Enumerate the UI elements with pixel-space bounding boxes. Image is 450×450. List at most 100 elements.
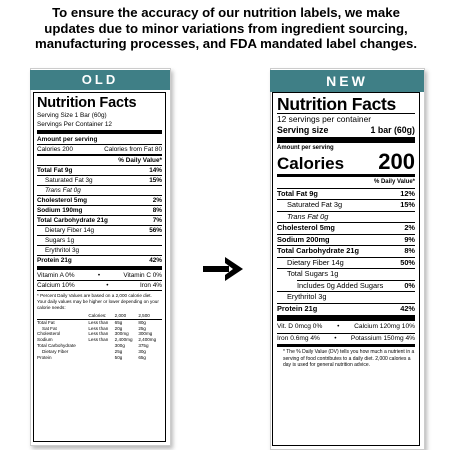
old-table-cell: 25g — [114, 348, 123, 354]
old-row-dv: 56% — [149, 227, 162, 234]
old-table-head: 2,000 — [114, 313, 127, 318]
old-table-cell: 300mg — [138, 331, 153, 337]
new-row-name: Total Sugars 1g — [287, 269, 339, 278]
new-row-dv: 42% — [400, 303, 415, 313]
new-tag: NEW — [270, 70, 424, 92]
new-row-name: Total Fat 9g — [277, 188, 318, 198]
old-row-name: Protein 21g — [37, 257, 72, 264]
old-servings-per: Servings Per Container 12 — [37, 121, 112, 128]
old-table-cell: 25g — [138, 325, 146, 331]
old-row-dv: 2% — [152, 197, 162, 204]
old-amount-per: Amount per serving — [37, 136, 98, 143]
old-row-name: Sodium 190mg — [37, 207, 83, 214]
new-row-name: Protein 21g — [277, 303, 318, 313]
new-row-name: Saturated Fat 3g — [287, 200, 343, 209]
new-potassium: Potassium 150mg 4% — [350, 334, 415, 342]
new-calories-value: 200 — [378, 149, 415, 174]
old-table-cell: 30g — [138, 348, 146, 354]
old-serving-size: Serving Size 1 Bar (60g) — [37, 112, 107, 119]
old-iron: Iron 4% — [139, 282, 162, 289]
bullet: • — [334, 334, 337, 342]
new-amount-per: Amount per serving — [277, 145, 334, 151]
old-calories-fat: Calories from Fat 80 — [104, 146, 162, 153]
new-dv-header: % Daily Value* — [373, 179, 415, 185]
new-calories-label: Calories — [277, 154, 345, 173]
old-row-name: Saturated Fat 3g — [45, 177, 93, 184]
old-table-cell: 300g — [114, 342, 125, 348]
old-table-cell: 65g — [114, 319, 123, 325]
old-vitamin-a: Vitamin A 0% — [37, 272, 75, 279]
old-table-cell: Less than — [88, 325, 109, 331]
old-table-cell: Total Fat — [37, 319, 55, 325]
header-line-3: manufacturing processes, and FDA mandate… — [34, 36, 418, 51]
old-row-name: Cholesterol 5mg — [37, 197, 88, 204]
old-table-cell: Dietary Fiber — [42, 348, 69, 354]
old-footnote: * Percent Daily Values are based on a 2,… — [37, 293, 159, 310]
old-table-cell: 80g — [138, 319, 146, 325]
old-table-cell: 65g — [138, 354, 146, 360]
old-row-name: Dietary Fiber 14g — [45, 227, 95, 234]
new-calcium: Calcium 120mg 10% — [354, 323, 415, 330]
header-line-2: updates due to minor variations from ing… — [44, 20, 408, 36]
old-table-cell: Protein — [37, 354, 52, 360]
bullet: • — [97, 272, 101, 279]
old-title: Nutrition Facts — [37, 95, 137, 111]
arrow-right-icon — [203, 257, 243, 281]
new-serving-size-label: Serving size — [277, 125, 329, 135]
old-table-head: Calories: — [88, 313, 107, 318]
old-table-cell: Less than — [88, 337, 109, 343]
new-row-dv: 12% — [400, 188, 415, 198]
old-table-head: 2,500 — [138, 313, 150, 318]
new-row-dv: 50% — [400, 257, 415, 267]
old-calories: Calories 200 — [37, 146, 73, 153]
old-table-cell: Total Carbohydrate — [37, 342, 76, 348]
new-row-name: Erythritol 3g — [287, 292, 327, 301]
old-table-cell: 50g — [114, 354, 123, 360]
new-row-name: Trans Fat 0g — [287, 211, 329, 221]
new-row-name: Total Carbohydrate 21g — [277, 246, 359, 255]
new-row-dv: 15% — [400, 200, 415, 209]
old-dv-table: Calories: 2,000 2,500 Total Fat Less than… — [37, 313, 162, 360]
old-row-dv: 8% — [152, 207, 162, 214]
new-serving-size-value: 1 bar (60g) — [370, 125, 416, 135]
old-table-cell: Sodium — [37, 337, 53, 343]
new-title: Nutrition Facts — [277, 94, 396, 114]
new-row-dv: 0% — [404, 280, 415, 290]
old-table-cell: Cholesterol — [37, 331, 61, 337]
old-vitamin-c: Vitamin C 0% — [123, 272, 162, 279]
new-vitamin-d: Vit. D 0mcg 0% — [277, 323, 323, 330]
old-table-cell: 300mg — [114, 331, 129, 337]
new-servings-per: 12 servings per container — [277, 114, 372, 124]
old-row-dv: 14% — [149, 167, 162, 174]
new-row-dv: 9% — [404, 234, 415, 244]
new-nutrition-label: Nutrition Facts 12 servings per containe… — [272, 92, 420, 446]
new-footnote: * The % Daily Value (DV) tells you how m… — [283, 349, 415, 369]
header-line-1: To ensure the accuracy of our nutrition … — [52, 5, 400, 20]
new-row-name: Sodium 200mg — [277, 234, 330, 244]
old-table-cell — [88, 355, 114, 361]
old-table-cell: 375g — [138, 342, 149, 348]
new-row-name: Cholesterol 5mg — [277, 223, 335, 232]
old-row-name: Erythritol 3g — [45, 247, 80, 254]
bullet: • — [337, 323, 340, 330]
old-table-cell: Less than — [88, 331, 109, 337]
old-row-dv: 15% — [149, 177, 162, 184]
old-table-cell: 2,400mg — [138, 337, 157, 343]
old-table-cell: Less than — [88, 319, 109, 325]
new-row-dv: 8% — [404, 246, 415, 255]
old-table-cell: 20g — [114, 325, 123, 331]
old-dv-header: % Daily Value* — [118, 157, 162, 164]
old-row-dv: 42% — [149, 257, 162, 264]
new-row-name: Dietary Fiber 14g — [287, 257, 344, 267]
old-row-name: Trans Fat 0g — [45, 187, 81, 194]
new-row-dv: 2% — [404, 223, 415, 232]
old-row-name: Sugars 1g — [45, 237, 75, 244]
old-nutrition-label: Nutrition Facts Serving Size 1 Bar (60g)… — [33, 92, 166, 442]
old-table-cell: Sat Fat — [42, 325, 57, 331]
old-tag: OLD — [30, 70, 170, 90]
old-row-dv: 7% — [152, 217, 162, 224]
old-calcium: Calcium 10% — [37, 282, 75, 289]
new-row-name: Includes 0g Added Sugars — [297, 280, 384, 290]
new-iron: Iron 0.6mg 4% — [277, 334, 320, 342]
old-table-cell: 2,400mg — [114, 337, 133, 343]
